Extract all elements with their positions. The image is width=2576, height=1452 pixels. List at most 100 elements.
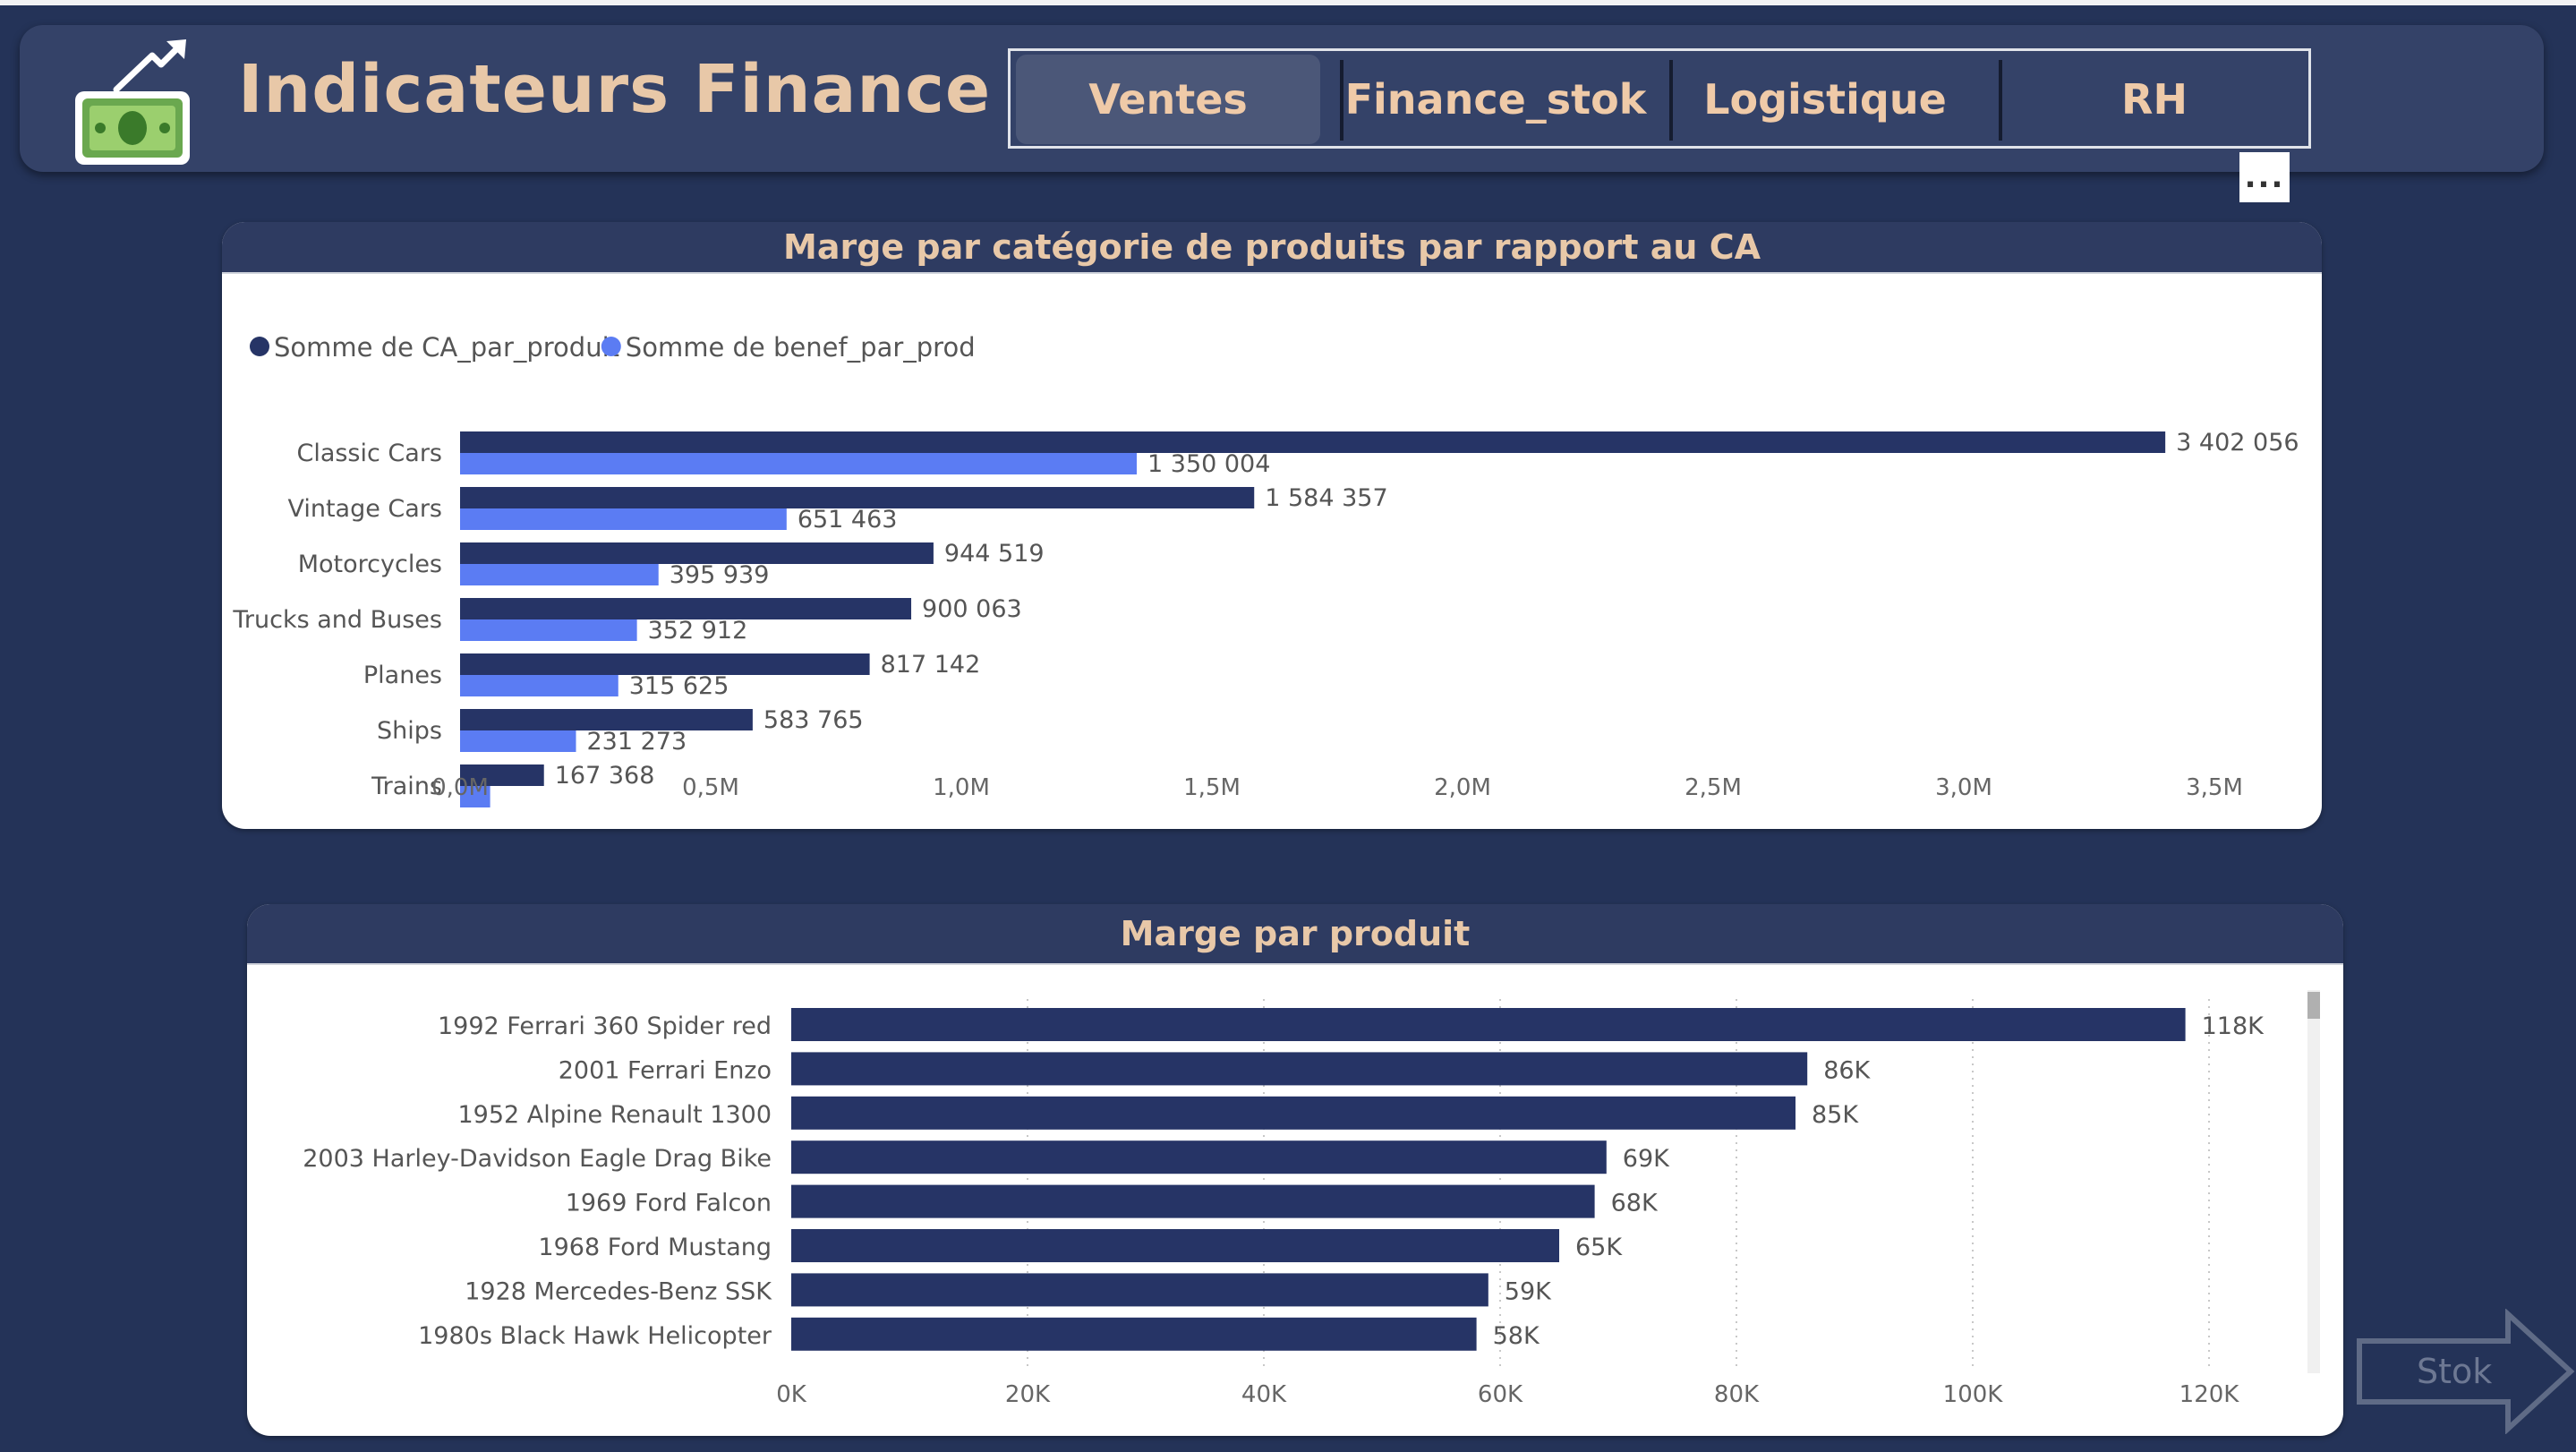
bar [791, 1273, 1488, 1307]
bar [460, 431, 2166, 453]
product-margin-chart-card: Marge par produit 0K 20K 40K 60K 80K 100K 120K… [247, 904, 2343, 1436]
tab-rh[interactable]: RH [2121, 75, 2188, 124]
x-tick-label: 1,0M [933, 774, 990, 801]
category-label: 1952 Alpine Renault 1300 [457, 1101, 772, 1129]
category-label: Ships [377, 717, 442, 745]
category-label: 2003 Harley-Davidson Eagle Drag Bike [303, 1145, 772, 1173]
data-label: 352 912 [648, 617, 748, 645]
bar [460, 675, 618, 696]
bar [791, 1008, 2186, 1041]
x-tick-label: 60K [1478, 1381, 1523, 1408]
bar [791, 1184, 1595, 1218]
bar [460, 619, 637, 641]
data-label: 315 625 [629, 672, 729, 700]
bar [791, 1229, 1559, 1262]
legend-label: Somme de benef_par_prod [626, 332, 976, 363]
scrollbar-thumb[interactable] [2307, 992, 2320, 1019]
bar [460, 508, 787, 530]
data-label: 68K [1611, 1190, 1659, 1217]
category-margin-chart-card: Marge par catégorie de produits par rapp… [222, 222, 2322, 829]
legend-label: Somme de CA_par_produit [274, 332, 619, 363]
category-label: Planes [363, 662, 442, 689]
category-label: Trucks and Buses [232, 606, 442, 634]
data-label: 395 939 [670, 561, 770, 589]
category-label: 2001 Ferrari Enzo [559, 1056, 772, 1084]
category-label: 1928 Mercedes-Benz SSK [465, 1277, 772, 1305]
x-tick-label: 0,5M [682, 774, 739, 801]
page-title: Indicateurs Finance [238, 51, 992, 128]
bar [460, 786, 490, 807]
data-label: 3 402 056 [2176, 429, 2299, 457]
scrollbar-track [2307, 990, 2320, 1373]
category-label: 1992 Ferrari 360 Spider red [438, 1012, 772, 1040]
data-label: 231 273 [587, 728, 687, 756]
category-label: Vintage Cars [287, 495, 442, 523]
category-label: 1968 Ford Mustang [538, 1234, 772, 1261]
x-tick-label: 3,0M [1935, 774, 1992, 801]
next-page-arrow-icon[interactable] [2354, 1309, 2576, 1434]
bar [791, 1096, 1796, 1130]
chart-title: Marge par catégorie de produits par rapp… [222, 222, 2322, 274]
data-label: 1 350 004 [1147, 450, 1270, 478]
bar [791, 1317, 1477, 1351]
x-tick-label: 0K [776, 1381, 807, 1408]
category-label: Classic Cars [296, 440, 442, 467]
x-tick-label: 2,5M [1685, 774, 1742, 801]
data-label: 69K [1623, 1145, 1670, 1173]
data-label: 651 463 [798, 506, 898, 534]
data-label: 58K [1493, 1322, 1540, 1350]
bar [791, 1140, 1607, 1174]
money-growth-icon [54, 36, 195, 172]
bar [460, 730, 576, 752]
data-label: 1 584 357 [1265, 484, 1387, 512]
x-tick-label: 1,5M [1183, 774, 1241, 801]
data-label: 817 142 [881, 651, 981, 679]
x-tick-label: 120K [2179, 1381, 2240, 1408]
data-label: 900 063 [922, 595, 1022, 623]
x-tick-label: 3,5M [2186, 774, 2243, 801]
more-options-button[interactable]: ... [2239, 152, 2290, 202]
data-label: 118K [2202, 1012, 2265, 1040]
tab-ventes[interactable]: Ventes [1016, 55, 1320, 144]
tab-bar: Ventes Finance_stok Logistique RH [1008, 48, 2311, 149]
bar [460, 453, 1138, 474]
category-label: 1969 Ford Falcon [566, 1190, 772, 1217]
bar [460, 487, 1255, 508]
bar [791, 1052, 1808, 1086]
data-label: 944 519 [944, 540, 1045, 568]
category-label: Motorcycles [298, 551, 442, 578]
data-label: 65K [1575, 1234, 1623, 1261]
x-tick-label: 0,0M [431, 774, 489, 801]
tab-separator [1999, 60, 2002, 141]
data-label: 85K [1812, 1101, 1859, 1129]
category-label: Trains [371, 773, 442, 800]
bar [460, 542, 934, 564]
category-margin-chart: Somme de CA_par_produit Somme de benef_pa… [232, 332, 2299, 807]
x-tick-label: 40K [1241, 1381, 1287, 1408]
tab-separator [1340, 60, 1343, 141]
data-label: 167 368 [555, 762, 655, 790]
bar [460, 764, 544, 786]
legend-marker [250, 337, 269, 356]
tab-separator [1669, 60, 1673, 141]
x-tick-label: 80K [1714, 1381, 1760, 1408]
x-tick-label: 2,0M [1434, 774, 1491, 801]
bar [460, 709, 753, 730]
next-page-label[interactable]: Stok [2417, 1352, 2493, 1391]
legend-marker [601, 337, 621, 356]
data-label: 86K [1823, 1056, 1871, 1084]
bar [460, 564, 659, 585]
top-border [0, 0, 2576, 5]
category-label: 1980s Black Hawk Helicopter [418, 1322, 772, 1350]
x-tick-label: 20K [1005, 1381, 1051, 1408]
header-bar: Indicateurs Finance Ventes Finance_stok … [20, 25, 2544, 172]
product-margin-chart: 0K 20K 40K 60K 80K 100K 120K 1992 Ferrari 360 S… [303, 990, 2320, 1408]
x-tick-label: 100K [1943, 1381, 2004, 1408]
tab-logistique[interactable]: Logistique [1703, 75, 1947, 124]
data-label: 583 765 [763, 706, 864, 734]
tab-finance-stok[interactable]: Finance_stok [1344, 75, 1647, 124]
chart-title: Marge par produit [247, 904, 2343, 965]
data-label: 59K [1505, 1277, 1552, 1305]
bar [460, 598, 912, 619]
bar [460, 653, 870, 675]
